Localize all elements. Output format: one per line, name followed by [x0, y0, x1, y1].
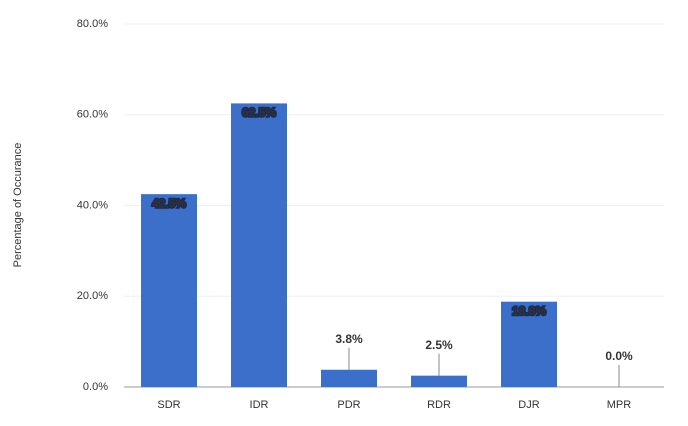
- x-tick-label: RDR: [427, 399, 451, 411]
- bar: [231, 103, 287, 387]
- data-label: 3.8%: [335, 332, 363, 346]
- bar: [321, 369, 377, 387]
- bar: [501, 301, 557, 387]
- data-label: 42.5%: [152, 196, 186, 210]
- x-tick-label: SDR: [157, 399, 180, 411]
- y-tick-label: 60.0%: [77, 109, 108, 121]
- y-tick-label: 80.0%: [77, 18, 108, 30]
- data-label: 18.8%: [512, 304, 546, 318]
- x-tick-label: DJR: [518, 399, 539, 411]
- x-tick-label: PDR: [337, 399, 360, 411]
- x-tick-label: IDR: [250, 399, 269, 411]
- data-label: 0.0%: [605, 349, 633, 363]
- y-tick-label: 0.0%: [83, 381, 108, 393]
- data-label: 62.5%: [242, 106, 276, 120]
- x-tick-label: MPR: [607, 399, 632, 411]
- bar: [411, 375, 467, 387]
- y-axis-label: Percentage of Occurance: [12, 143, 24, 268]
- data-label: 2.5%: [425, 338, 453, 352]
- bar: [141, 194, 197, 387]
- y-tick-label: 20.0%: [77, 290, 108, 302]
- y-tick-label: 40.0%: [77, 199, 108, 211]
